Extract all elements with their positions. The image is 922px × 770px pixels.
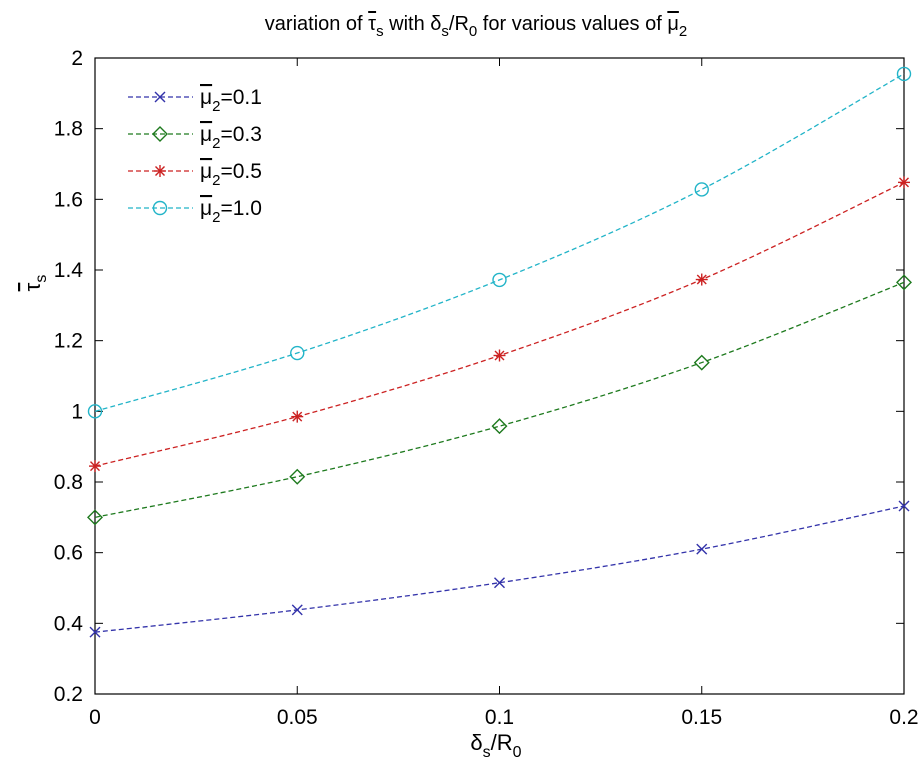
data-point [695, 273, 708, 286]
legend-label: μ2=0.3 [200, 123, 262, 152]
data-point [291, 604, 303, 616]
y-tick-label: 0.8 [54, 471, 83, 494]
ylabel-sub: s [33, 275, 50, 283]
xlabel-r-sub: 0 [513, 744, 522, 761]
legend-item: μ2=1.0 [128, 197, 262, 226]
ylabel-tau: τ [20, 282, 45, 291]
x-tick-label: 0 [89, 706, 101, 729]
data-point [491, 418, 508, 435]
data-point [290, 345, 305, 361]
legend-item: μ2=0.5 [128, 160, 262, 189]
plot-area-frame [94, 57, 905, 695]
series-3 [89, 176, 910, 473]
data-point [89, 626, 101, 638]
x-tick-label: 0.1 [485, 706, 514, 729]
title-post: for various values of [477, 13, 667, 35]
data-point [89, 460, 101, 473]
data-point [896, 274, 912, 291]
data-point [896, 66, 912, 82]
x-axis-ticks: 0 0.05 0.1 0.15 0.2 [89, 58, 919, 729]
title-delta-sub: s [441, 23, 449, 40]
title-r-sub: 0 [469, 23, 477, 40]
data-point [154, 165, 166, 177]
data-point [494, 577, 505, 589]
series-2 [87, 274, 912, 526]
legend-label: μ2=1.0 [200, 197, 262, 226]
xlabel-delta-sub: s [483, 744, 491, 761]
chart-title: variation of τs with δs/R0 for various v… [265, 13, 687, 40]
title-mu-sub: 2 [679, 23, 687, 40]
y-tick-label: 1.4 [54, 259, 84, 282]
title-pre: variation of [265, 13, 368, 35]
xlabel-delta: δ [470, 730, 482, 755]
legend-label: μ2=0.1 [200, 86, 262, 115]
data-point [152, 200, 168, 216]
x-tick-label: 0.15 [681, 706, 722, 729]
y-axis-ticks: 0.2 0.4 0.6 0.8 1 1.2 1.4 1.6 1.8 2 [54, 47, 904, 706]
data-point [152, 126, 168, 142]
x-axis-label: δs/R0 [470, 730, 521, 761]
title-r: /R [449, 13, 469, 35]
y-tick-label: 1 [71, 400, 83, 423]
xlabel-r: /R [491, 730, 513, 755]
y-tick-label: 0.6 [54, 542, 83, 565]
title-delta: δ [430, 13, 441, 35]
legend-item: μ2=0.3 [128, 123, 262, 152]
data-point [898, 176, 910, 189]
data-point [87, 404, 103, 419]
series-4 [87, 66, 912, 419]
x-tick-label: 0.05 [277, 706, 318, 729]
series-line [94, 505, 905, 633]
series-line [94, 73, 905, 412]
y-tick-label: 1.6 [54, 188, 83, 211]
data-point [898, 500, 910, 512]
title-tau-sub: s [376, 23, 384, 40]
title-tau: τ [368, 13, 376, 35]
x-tick-label: 0.2 [889, 706, 918, 729]
data-point [154, 91, 166, 103]
data-point [493, 349, 506, 362]
series-1 [89, 500, 910, 638]
data-point [696, 543, 708, 555]
data-point [693, 354, 710, 371]
data-point [289, 468, 306, 485]
data-point [291, 410, 304, 423]
data-point [694, 182, 709, 197]
data-point [87, 509, 103, 526]
data-point [492, 272, 507, 288]
title-mu: μ [667, 13, 679, 35]
series-layer [87, 66, 912, 638]
y-tick-label: 1.8 [54, 118, 83, 141]
title-mid1: with [384, 13, 431, 35]
y-tick-label: 2 [71, 47, 83, 70]
legend-item: μ2=0.1 [128, 86, 262, 115]
series-line [94, 281, 905, 518]
y-tick-label: 0.4 [54, 612, 84, 635]
y-tick-label: 0.2 [54, 683, 83, 706]
legend: μ2=0.1 μ2=0.3 μ2=0.5 μ2=1.0 [128, 86, 262, 226]
legend-label: μ2=0.5 [200, 160, 262, 189]
y-tick-label: 1.2 [54, 330, 83, 353]
y-axis-label: τs [20, 275, 50, 292]
